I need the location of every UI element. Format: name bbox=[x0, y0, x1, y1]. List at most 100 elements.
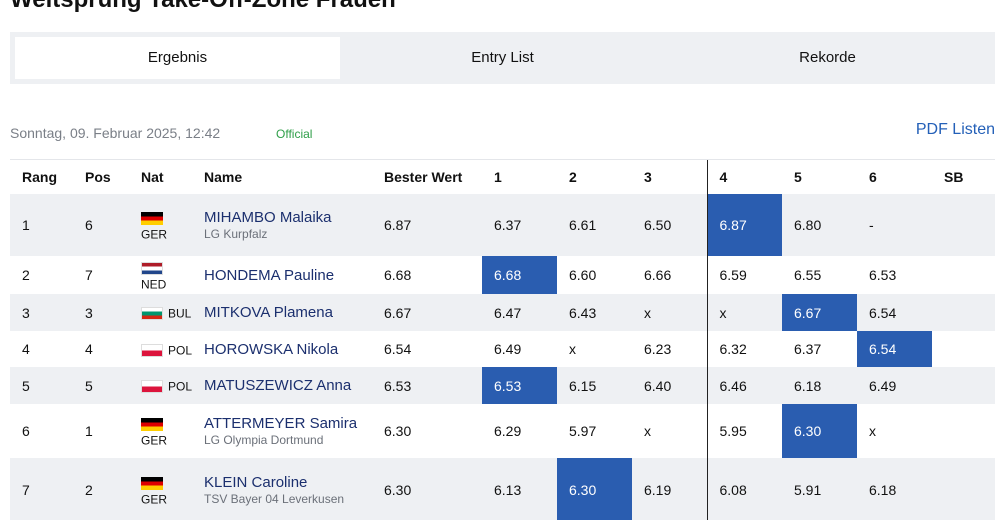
table-row[interactable]: 4 4 POL HOROWSKA Nikola 6.54 6.49 x 6.23 6.32 6.3… bbox=[10, 331, 995, 367]
table-row[interactable]: 3 3 BUL MITKOVA Plamena 6.67 6.47 6.43 x x 6.67 6.… bbox=[10, 294, 995, 331]
nat-cell: POL bbox=[129, 367, 192, 404]
nat-code: GER bbox=[141, 227, 168, 242]
flag-ger-icon bbox=[141, 476, 163, 490]
attempt-5-cell: 6.18 bbox=[782, 367, 857, 404]
attempt-4-cell: 5.95 bbox=[706, 404, 782, 458]
status-badge: Official bbox=[276, 127, 313, 141]
attempt-2-cell: 6.43 bbox=[557, 294, 632, 331]
table-row[interactable]: 7 2 GER KLEIN Caroline TSV Bayer 04 Leverkus… bbox=[10, 458, 995, 520]
flag-pol-icon bbox=[141, 343, 163, 357]
attempt-1-cell: 6.68 bbox=[482, 256, 557, 294]
athlete-name-link[interactable]: MITKOVA Plamena bbox=[204, 304, 333, 321]
attempt-4-cell: 6.87 bbox=[706, 194, 782, 256]
best-value-cell: 6.30 bbox=[384, 423, 412, 439]
tab-ergebnis[interactable]: Ergebnis bbox=[15, 37, 340, 79]
attempt-1-cell: 6.47 bbox=[482, 294, 557, 331]
col-header-sb: SB bbox=[944, 169, 964, 185]
attempt-3-cell: x bbox=[644, 423, 651, 439]
athlete-name-link[interactable]: MIHAMBO Malaika bbox=[204, 208, 332, 226]
attempt-2-cell: 6.60 bbox=[569, 267, 597, 283]
athlete-name-link[interactable]: ATTERMEYER Samira bbox=[204, 414, 358, 432]
col-header-attempt-2: 2 bbox=[569, 169, 577, 185]
pos-cell: 3 bbox=[73, 294, 129, 331]
col-header-attempt-3: 3 bbox=[644, 169, 652, 185]
rank-cell: 5 bbox=[10, 367, 73, 404]
tab-entry-list[interactable]: Entry List bbox=[471, 49, 534, 66]
attempt-5-cell: 6.67 bbox=[782, 294, 857, 331]
col-header-attempt-1: 1 bbox=[494, 169, 502, 185]
sb-cell bbox=[932, 331, 995, 367]
table-header-row: Rang Pos Nat Name Bester Wert 1 2 3 4 5 … bbox=[10, 160, 995, 194]
table-row[interactable]: 5 5 POL MATUSZEWICZ Anna 6.53 6.53 6.15 6.40 6.4… bbox=[10, 367, 995, 404]
athlete-name-link[interactable]: HONDEMA Pauline bbox=[204, 266, 335, 284]
flag-ger-icon bbox=[141, 211, 163, 225]
table-row[interactable]: 1 6 GER MIHAMBO Malaika LG Kurpfalz 6.87 6.37 6… bbox=[10, 194, 995, 256]
event-datetime: Sonntag, 09. Februar 2025, 12:42 bbox=[10, 125, 221, 141]
nat-cell: GER bbox=[129, 194, 192, 256]
athlete-name-link[interactable]: HOROWSKA Nikola bbox=[204, 340, 339, 358]
nat-code: POL bbox=[168, 379, 193, 394]
attempt-4-cell: 6.32 bbox=[706, 331, 782, 367]
pdf-lists-link[interactable]: PDF Listen bbox=[915, 121, 995, 138]
attempt-6-cell: 6.54 bbox=[857, 331, 932, 367]
attempt-6-cell: x bbox=[869, 423, 876, 439]
nat-code: GER bbox=[141, 492, 168, 507]
athlete-club: TSV Bayer 04 Leverkusen bbox=[204, 491, 345, 506]
attempt-1-cell: 6.49 bbox=[494, 341, 522, 357]
athlete-cell: MITKOVA Plamena bbox=[192, 294, 372, 331]
attempt-4-cell: x bbox=[706, 294, 782, 331]
athlete-name-link[interactable]: MATUSZEWICZ Anna bbox=[204, 377, 352, 394]
rank-cell: 2 bbox=[22, 267, 30, 283]
pos-cell: 1 bbox=[85, 423, 93, 439]
attempt-6-cell: 6.18 bbox=[857, 458, 932, 520]
nat-cell: POL bbox=[129, 331, 192, 367]
best-value-cell: 6.68 bbox=[384, 267, 412, 283]
attempt-4-cell: 6.59 bbox=[706, 256, 782, 294]
attempt-3-cell: 6.23 bbox=[644, 341, 672, 357]
results-table: Rang Pos Nat Name Bester Wert 1 2 3 4 5 … bbox=[10, 160, 995, 520]
pos-cell: 4 bbox=[85, 341, 93, 357]
col-header-name: Name bbox=[204, 169, 243, 185]
best-value-cell: 6.30 bbox=[372, 458, 482, 520]
nat-cell: GER bbox=[129, 404, 192, 458]
pos-cell: 5 bbox=[73, 367, 129, 404]
attempt-3-cell: 6.40 bbox=[632, 367, 707, 404]
col-header-best: Bester Wert bbox=[384, 169, 463, 185]
page-title: Weitsprung Take-Off-Zone Frauen bbox=[10, 0, 396, 14]
athlete-cell: ATTERMEYER Samira LG Olympia Dortmund bbox=[192, 404, 372, 458]
rank-cell: 1 bbox=[10, 194, 73, 256]
attempt-1-cell: 6.53 bbox=[482, 367, 557, 404]
flag-pol-icon bbox=[141, 380, 163, 394]
attempt-3-cell: 6.50 bbox=[632, 194, 707, 256]
nat-code: POL bbox=[168, 343, 193, 358]
attempt-5-cell: 6.30 bbox=[782, 404, 857, 458]
sb-cell bbox=[932, 404, 995, 458]
attempt-5-cell: 6.55 bbox=[794, 267, 822, 283]
athlete-cell: MIHAMBO Malaika LG Kurpfalz bbox=[192, 194, 372, 256]
attempt-3-cell: 6.66 bbox=[644, 267, 672, 283]
flag-ned-icon bbox=[141, 261, 163, 275]
nat-code: NED bbox=[141, 277, 167, 292]
sb-cell bbox=[932, 194, 995, 256]
attempt-6-cell: 6.54 bbox=[857, 294, 932, 331]
attempt-2-cell: 6.30 bbox=[557, 458, 632, 520]
athlete-cell: MATUSZEWICZ Anna bbox=[192, 367, 372, 404]
col-header-attempt-6: 6 bbox=[869, 169, 877, 185]
attempt-2-cell: 6.15 bbox=[557, 367, 632, 404]
tab-rekorde[interactable]: Rekorde bbox=[799, 49, 856, 66]
best-value-cell: 6.53 bbox=[372, 367, 482, 404]
attempt-6-cell: 6.53 bbox=[869, 267, 897, 283]
col-header-attempt-5: 5 bbox=[794, 169, 802, 185]
attempt-6-cell: 6.49 bbox=[857, 367, 932, 404]
best-value-cell: 6.67 bbox=[372, 294, 482, 331]
attempt-1-cell: 6.13 bbox=[482, 458, 557, 520]
best-value-cell: 6.54 bbox=[384, 341, 412, 357]
athlete-name-link[interactable]: KLEIN Caroline bbox=[204, 473, 308, 491]
attempt-4-cell: 6.46 bbox=[706, 367, 782, 404]
table-row[interactable]: 6 1 GER ATTERMEYER Samira LG Olympia Dortmun… bbox=[10, 404, 995, 458]
col-header-pos: Pos bbox=[85, 169, 111, 185]
nat-cell: GER bbox=[129, 458, 192, 520]
rank-cell: 7 bbox=[10, 458, 73, 520]
attempt-3-cell: x bbox=[632, 294, 707, 331]
table-row[interactable]: 2 7 NED HONDEMA Pauline 6.68 6.68 6.60 6.66 6.59… bbox=[10, 256, 995, 294]
